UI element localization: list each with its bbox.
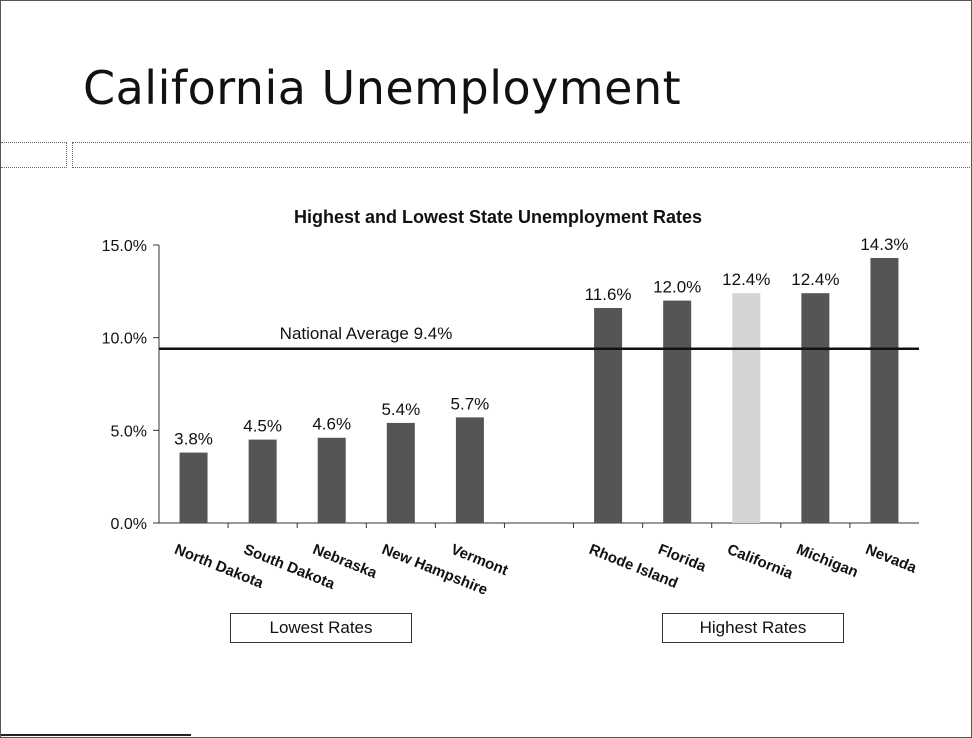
data-label: 4.6% [312,415,351,434]
slide-title: California Unemployment [83,61,682,115]
bar-north-dakota [179,452,208,523]
data-label: 12.0% [653,278,701,297]
data-label: 5.4% [381,400,420,419]
data-label: 4.5% [243,417,282,436]
title-divider-right [72,142,972,168]
x-tick-label: Nevada [863,541,919,577]
data-label: 12.4% [722,270,770,289]
data-label: 5.7% [451,394,490,413]
chart-title: Highest and Lowest State Unemployment Ra… [294,207,702,227]
bar-nebraska [317,437,346,523]
bar-vermont [455,417,484,523]
bar-florida [663,300,692,523]
title-divider-left [1,142,67,168]
x-tick-label: Michigan [794,541,861,581]
bar-new-hampshire [386,422,415,523]
data-label: 14.3% [860,235,908,254]
y-tick-label: 10.0% [102,331,147,348]
data-label: 12.4% [791,270,839,289]
y-tick-label: 0.0% [111,516,147,533]
bar-nevada [870,257,899,523]
x-tick-label: California [725,541,796,583]
data-label: 11.6% [585,285,632,304]
group-label-lowest: Lowest Rates [230,613,412,643]
data-label: 3.8% [174,430,213,449]
bar-south-dakota [248,439,277,523]
bar-california [732,293,761,523]
footer-rule [1,734,191,736]
y-tick-label: 15.0% [102,238,147,255]
y-tick-label: 5.0% [111,423,147,440]
national-average-label: National Average 9.4% [280,324,453,343]
group-label-highest: Highest Rates [662,613,844,643]
bar-rhode-island [594,308,623,523]
bar-michigan [801,293,830,523]
